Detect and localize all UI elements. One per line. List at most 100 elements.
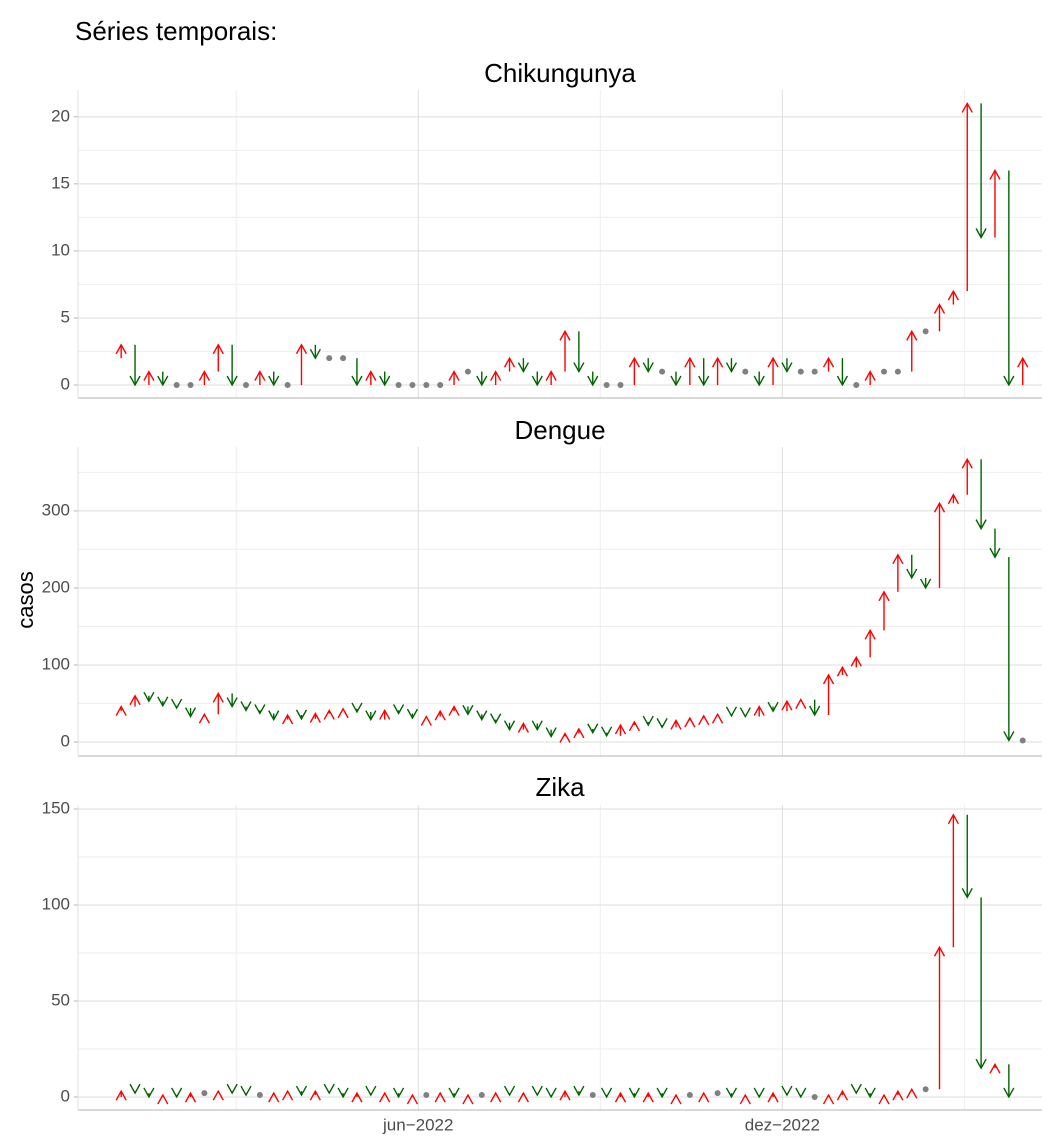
increase-arrow bbox=[573, 727, 585, 739]
panel-title: Zika bbox=[535, 772, 585, 802]
arrow-head bbox=[392, 1087, 405, 1099]
arrow-head bbox=[309, 348, 321, 360]
decrease-arrow bbox=[656, 1087, 668, 1099]
arrow-head bbox=[115, 343, 127, 355]
decrease-arrow bbox=[254, 704, 266, 715]
arrow-head bbox=[975, 228, 987, 239]
equal-point bbox=[173, 381, 180, 388]
decrease-arrow bbox=[226, 693, 238, 708]
decrease-arrow bbox=[157, 696, 169, 708]
arrow-head bbox=[933, 501, 946, 513]
x-tick-label: jun−2022 bbox=[382, 1115, 453, 1134]
increase-arrow bbox=[198, 370, 211, 385]
arrow-head bbox=[559, 329, 571, 341]
increase-arrow bbox=[448, 370, 460, 385]
increase-arrow bbox=[309, 712, 321, 723]
increase-arrow bbox=[684, 716, 696, 728]
increase-arrow bbox=[961, 457, 973, 495]
y-tick-label: 15 bbox=[51, 173, 70, 192]
arrow-head bbox=[226, 375, 238, 387]
decrease-arrow bbox=[989, 528, 1001, 559]
panel-title: Dengue bbox=[514, 415, 605, 445]
increase-arrow bbox=[947, 289, 959, 305]
arrow-head bbox=[420, 715, 432, 726]
arrow-head bbox=[628, 1087, 640, 1099]
arrow-head bbox=[434, 709, 446, 721]
decrease-arrow bbox=[850, 1083, 862, 1095]
increase-arrow bbox=[254, 370, 266, 385]
arrow-head bbox=[753, 1087, 765, 1099]
decrease-arrow bbox=[725, 1087, 738, 1099]
arrow-head bbox=[850, 1083, 862, 1095]
decrease-arrow bbox=[739, 707, 751, 719]
equal-point bbox=[922, 328, 929, 335]
increase-arrow bbox=[698, 1091, 710, 1103]
decrease-arrow bbox=[975, 459, 987, 531]
arrow-head bbox=[795, 698, 807, 709]
arrow-head bbox=[129, 694, 141, 706]
arrow-head bbox=[795, 1087, 807, 1099]
arrow-head bbox=[642, 715, 654, 727]
increase-arrow bbox=[115, 343, 127, 359]
y-tick-label: 300 bbox=[42, 500, 70, 519]
decrease-arrow bbox=[725, 706, 738, 718]
arrow-head bbox=[947, 493, 959, 505]
decrease-arrow bbox=[587, 371, 599, 387]
arrow-head bbox=[198, 712, 211, 724]
arrow-head bbox=[545, 1087, 557, 1099]
arrow-head bbox=[781, 1085, 793, 1097]
arrow-head bbox=[351, 375, 363, 387]
arrow-head bbox=[434, 1091, 446, 1103]
decrease-arrow bbox=[392, 1087, 405, 1099]
equal-point bbox=[894, 368, 901, 375]
arrow-head bbox=[143, 370, 155, 381]
arrow-head bbox=[545, 727, 557, 739]
decrease-arrow bbox=[171, 1087, 183, 1099]
decrease-arrow bbox=[226, 344, 238, 387]
equal-point bbox=[686, 1092, 693, 1099]
decrease-arrow bbox=[351, 702, 363, 714]
decrease-arrow bbox=[184, 707, 197, 719]
arrow-head bbox=[698, 375, 710, 387]
y-tick-label: 0 bbox=[61, 731, 70, 750]
decrease-arrow bbox=[836, 358, 849, 387]
arrow-head bbox=[767, 701, 779, 713]
equal-point bbox=[742, 368, 749, 375]
arrow-head bbox=[254, 370, 266, 381]
y-tick-label: 10 bbox=[51, 240, 70, 259]
increase-arrow bbox=[559, 329, 571, 372]
arrow-head bbox=[531, 1085, 543, 1097]
increase-arrow bbox=[559, 1089, 571, 1101]
arrow-head bbox=[850, 655, 862, 667]
arrow-head bbox=[614, 1091, 627, 1103]
increase-arrow bbox=[628, 356, 640, 385]
increase-arrow bbox=[129, 694, 141, 707]
increase-arrow bbox=[767, 1091, 779, 1103]
arrow-head bbox=[822, 673, 835, 685]
equal-point bbox=[811, 1093, 818, 1100]
increase-arrow bbox=[281, 713, 294, 725]
decrease-arrow bbox=[1003, 1064, 1015, 1099]
arrow-head bbox=[961, 457, 973, 469]
arrow-head bbox=[517, 1091, 530, 1103]
decrease-arrow bbox=[642, 715, 654, 727]
arrow-head bbox=[171, 698, 183, 710]
decrease-arrow bbox=[587, 723, 599, 735]
arrow-head bbox=[212, 1089, 224, 1101]
arrow-head bbox=[240, 701, 252, 712]
decrease-arrow bbox=[240, 1085, 252, 1097]
arrow-head bbox=[989, 1062, 1001, 1074]
decrease-arrow bbox=[1003, 170, 1015, 387]
increase-arrow bbox=[711, 712, 724, 724]
arrow-head bbox=[226, 1083, 238, 1095]
equal-point bbox=[326, 355, 333, 362]
increase-arrow bbox=[822, 1093, 835, 1105]
increase-arrow bbox=[989, 1062, 1001, 1074]
arrow-head bbox=[323, 1083, 335, 1095]
decrease-arrow bbox=[531, 1085, 543, 1097]
decrease-arrow bbox=[906, 554, 918, 580]
increase-arrow bbox=[614, 723, 627, 736]
arrow-head bbox=[781, 699, 793, 711]
arrow-head bbox=[573, 362, 585, 374]
arrow-head bbox=[947, 813, 959, 825]
